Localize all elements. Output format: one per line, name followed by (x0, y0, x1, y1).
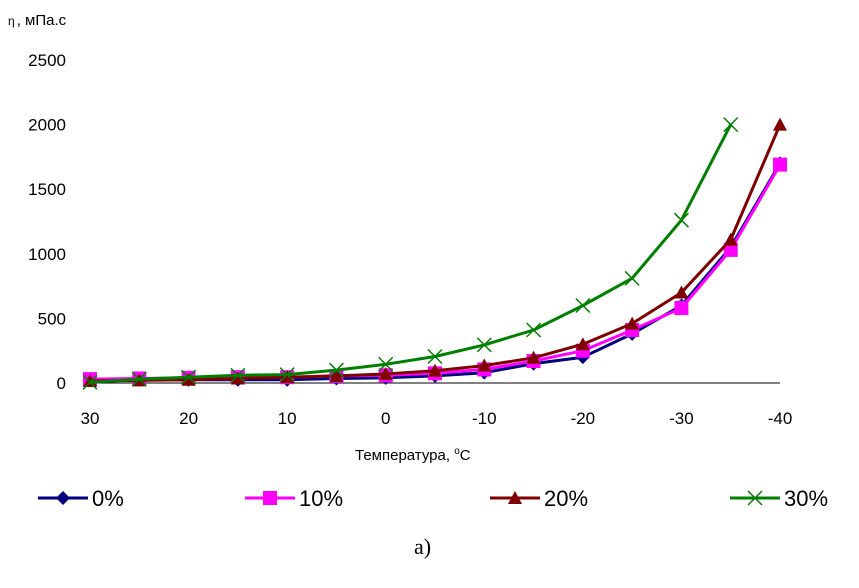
data-point (279, 367, 295, 383)
x-axis-title: Температура, oC (355, 446, 471, 464)
data-point (82, 374, 98, 390)
y-tick-label: 1000 (28, 245, 66, 264)
x-axis-label: Температура, (355, 447, 454, 464)
figure-caption: а) (414, 534, 431, 559)
series-0-percent (83, 156, 787, 387)
x-axis-degree: o (454, 446, 460, 457)
legend-label: 0% (92, 486, 124, 511)
data-point (526, 350, 541, 364)
data-point (230, 371, 245, 385)
data-point (476, 337, 492, 353)
plot-series (82, 117, 787, 390)
data-point (83, 374, 97, 388)
data-point (747, 490, 763, 506)
legend: 0% 10% 20% 30% (38, 486, 828, 511)
series-line (89, 163, 782, 381)
data-point (674, 301, 689, 316)
series-20-percent (83, 117, 787, 388)
legend-item: 0% (38, 486, 124, 511)
x-tick-label: -30 (669, 409, 694, 428)
data-point (428, 363, 442, 377)
y-tick-label: 500 (38, 309, 66, 328)
y-tick-label: 2500 (28, 51, 66, 70)
data-point (723, 232, 738, 246)
data-point (625, 316, 640, 330)
y-axis-title: η, мПа.с (8, 12, 67, 29)
y-tick-label: 2000 (28, 116, 66, 135)
legend-item: 20% (490, 486, 588, 511)
legend-item: 30% (730, 486, 828, 511)
y-axis-unit: , мПа.с (17, 12, 67, 29)
data-point (378, 366, 393, 380)
data-point (773, 117, 787, 131)
data-point (773, 157, 787, 172)
data-point (477, 358, 492, 372)
data-point (131, 371, 147, 387)
x-tick-label: 10 (278, 409, 297, 428)
x-tick-label: -40 (768, 409, 793, 428)
x-tick-label: 30 (81, 409, 100, 428)
data-point (508, 491, 522, 504)
data-point (723, 242, 738, 257)
legend-label: 30% (784, 486, 828, 511)
data-point (674, 285, 689, 299)
x-tick-label: -20 (571, 409, 596, 428)
data-point (575, 297, 591, 314)
legend-label: 20% (544, 486, 588, 511)
data-point (378, 356, 394, 372)
legend-label: 10% (299, 486, 343, 511)
series-line (90, 162, 782, 382)
x-tick-label: -10 (472, 409, 497, 428)
data-point (181, 369, 197, 385)
data-point (181, 372, 196, 386)
eta-symbol: η (8, 14, 15, 28)
series-line (89, 124, 782, 383)
data-point (263, 491, 277, 505)
x-tick-label: 0 (381, 409, 390, 428)
data-point (56, 491, 70, 505)
y-tick-label: 1500 (28, 180, 66, 199)
x-tick-labels: 30 20 10 0 -10 -20 -30 -40 (81, 409, 793, 428)
y-tick-labels: 0 500 1000 1500 2000 2500 (28, 51, 66, 393)
series-30-percent (82, 117, 739, 390)
x-axis-unit-c: C (460, 447, 471, 464)
data-point (723, 117, 739, 133)
x-tick-label: 20 (179, 409, 198, 428)
series-line (89, 123, 733, 384)
y-tick-label: 0 (57, 374, 66, 393)
data-point (230, 367, 246, 383)
data-point (624, 270, 640, 286)
data-point (575, 337, 590, 351)
data-point (280, 370, 295, 384)
data-point (427, 348, 443, 365)
data-point (328, 362, 344, 378)
data-point (673, 212, 689, 228)
legend-item: 10% (245, 486, 343, 511)
data-point (526, 322, 542, 338)
data-point (329, 368, 344, 382)
series-10-percent (83, 157, 787, 387)
